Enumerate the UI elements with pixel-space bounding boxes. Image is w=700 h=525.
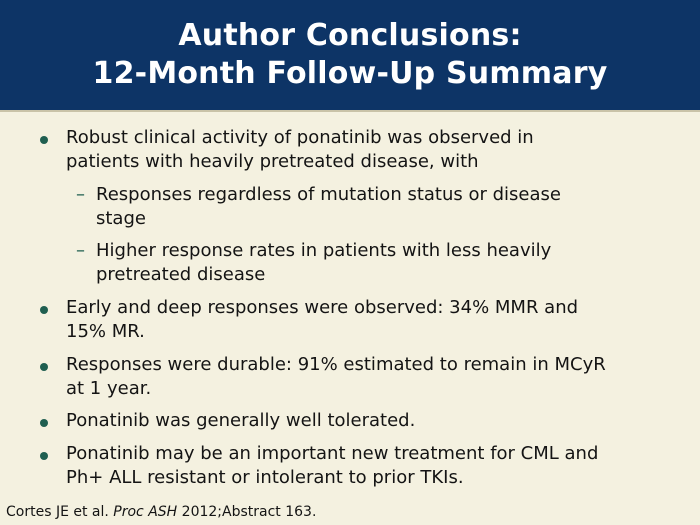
citation-authors: Cortes JE et al. <box>6 504 109 520</box>
citation: Cortes JE et al. Proc ASH 2012;Abstract … <box>6 503 316 521</box>
bullet-line: Ponatinib was generally well tolerated. <box>66 410 416 431</box>
bullet-dot-icon <box>40 306 48 314</box>
bullet-line: 15% MR. <box>66 321 145 342</box>
bullet-line: Responses were durable: 91% estimated to… <box>66 354 606 375</box>
bullet-line: Ponatinib may be an important new treatm… <box>66 443 599 464</box>
slide-title-line-2: 12-Month Follow-Up Summary <box>92 56 608 91</box>
sub-bullet-line: stage <box>96 208 146 229</box>
bullet-line: patients with heavily pretreated disease… <box>66 151 479 172</box>
sub-bullet-line: pretreated disease <box>96 264 266 285</box>
title-banner: Author Conclusions: 12-Month Follow-Up S… <box>0 0 700 112</box>
bullet-line: at 1 year. <box>66 378 152 399</box>
bullet-line: Early and deep responses were observed: … <box>66 297 579 318</box>
bullet-line: Ph+ ALL resistant or intolerant to prior… <box>66 467 464 488</box>
bullet-line: Robust clinical activity of ponatinib wa… <box>66 127 534 148</box>
bullet-dot-icon <box>40 136 48 144</box>
citation-journal: Proc ASH <box>113 504 178 520</box>
bullet-dot-icon <box>40 363 48 371</box>
bullet-dot-icon <box>40 419 48 427</box>
sub-bullet-line: Higher response rates in patients with l… <box>96 240 552 261</box>
dash-icon: – <box>76 240 85 261</box>
citation-reference: 2012;Abstract 163. <box>181 504 317 520</box>
slide-title-line-1: Author Conclusions: <box>178 18 522 53</box>
dash-icon: – <box>76 184 85 205</box>
bullet-dot-icon <box>40 452 48 460</box>
sub-bullet-line: Responses regardless of mutation status … <box>96 184 561 205</box>
